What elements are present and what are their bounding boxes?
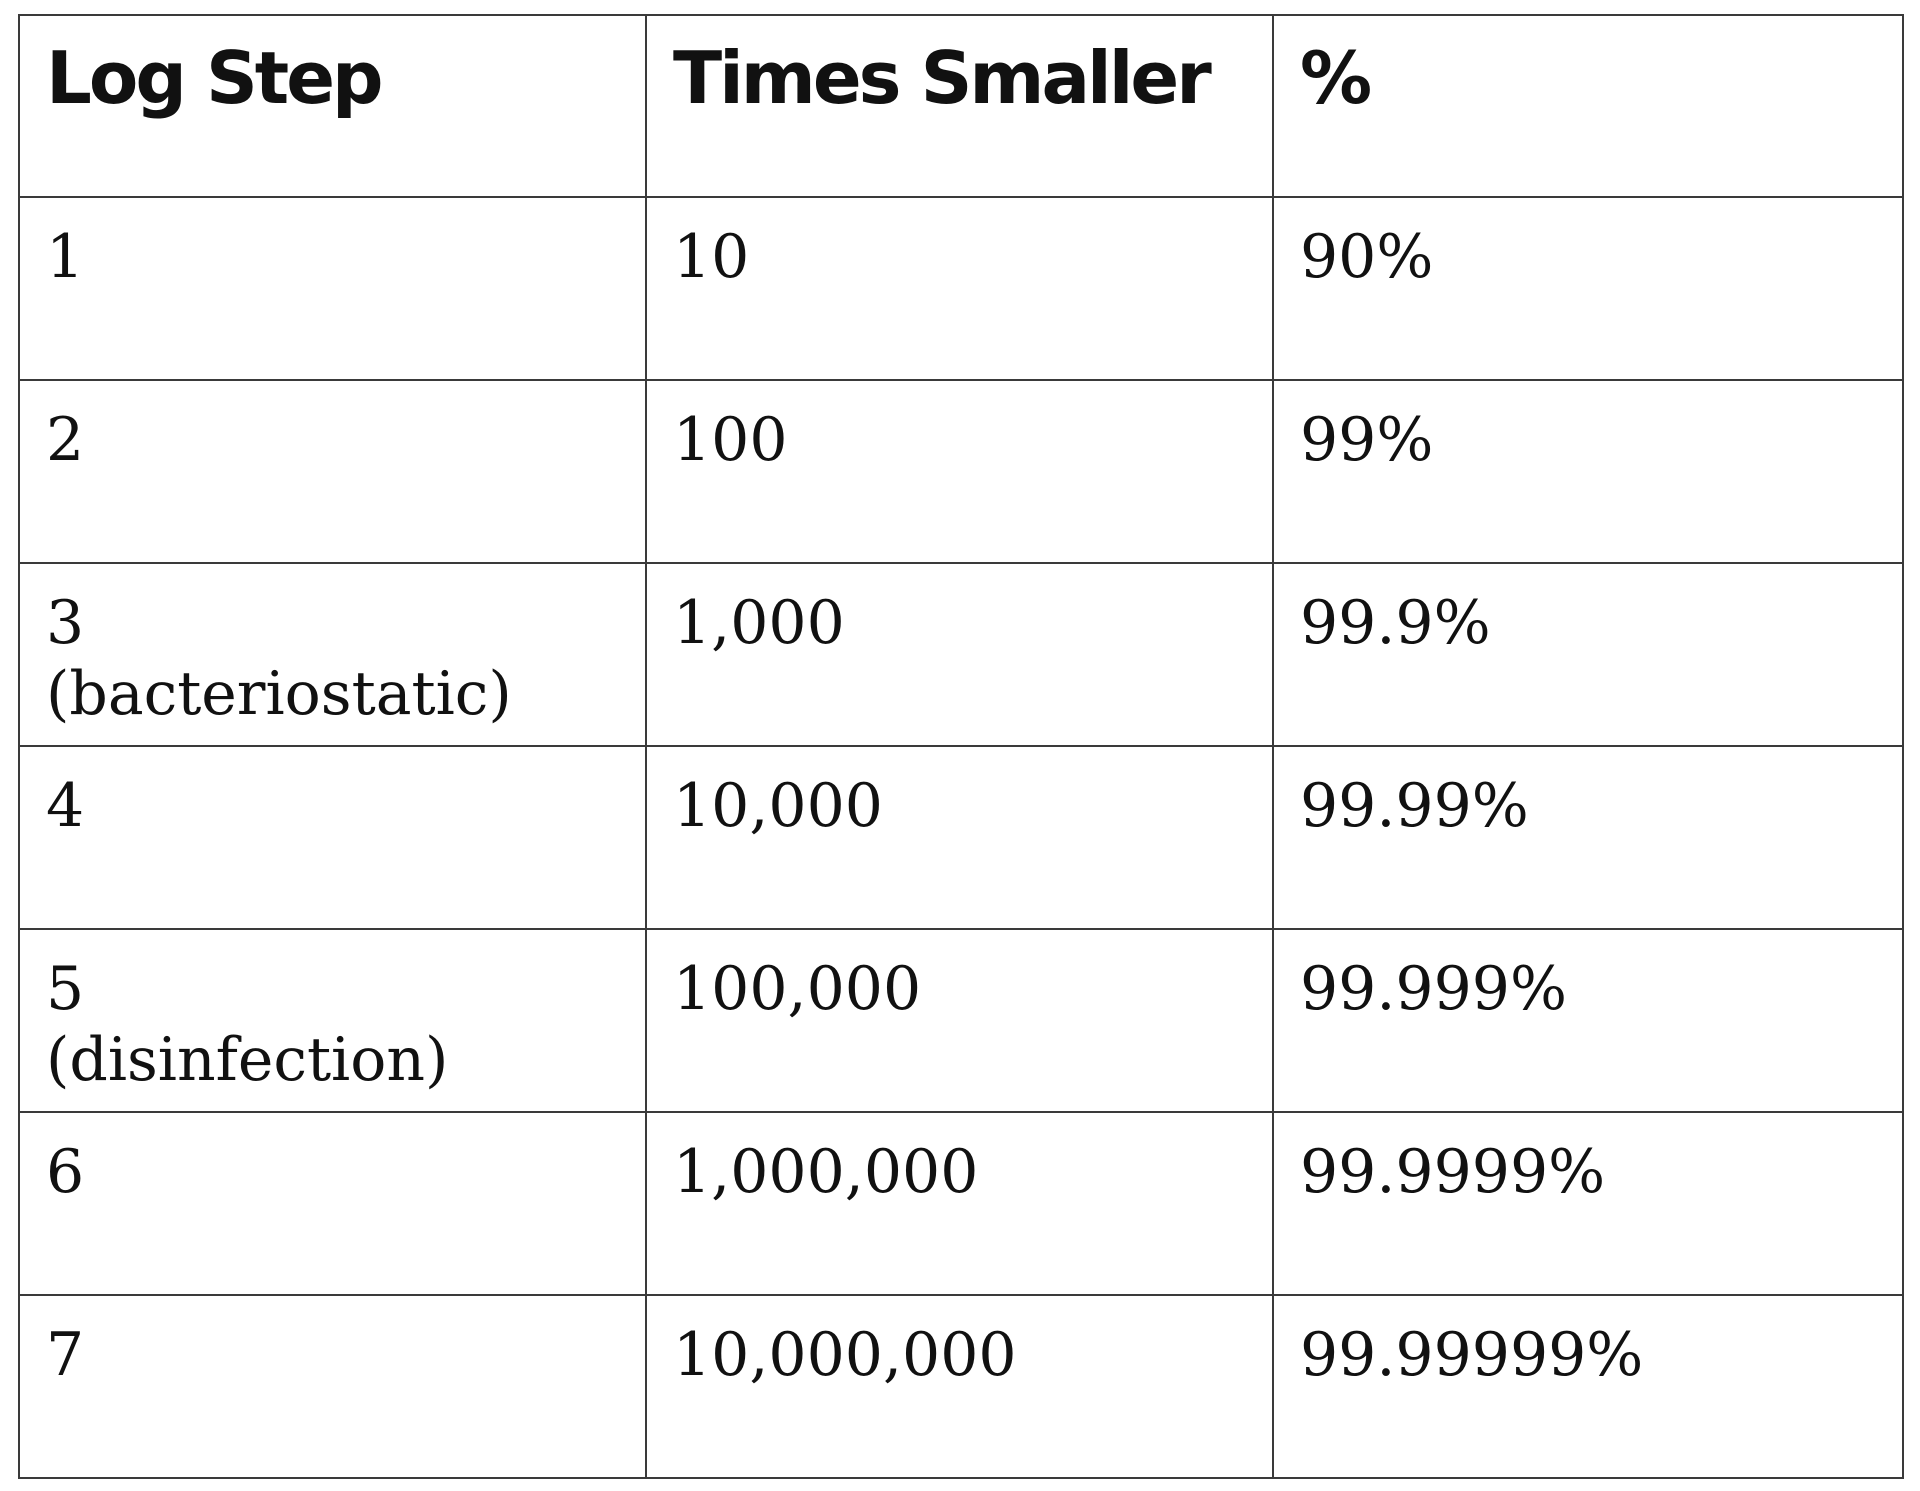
log-step-value: 5 [46, 954, 85, 1024]
times-smaller-cell: 100,000 [645, 928, 1274, 1113]
times-smaller-cell: 10,000 [645, 745, 1274, 930]
log-step-cell: 5 (disinfection) [18, 928, 647, 1113]
header-times-smaller: Times Smaller [645, 14, 1274, 198]
table-row: 6 1,000,000 99.9999% [18, 1111, 1904, 1296]
log-step-value: 3 [46, 588, 85, 658]
log-step-cell: 7 [18, 1294, 647, 1479]
log-step-cell: 3 (bacteriostatic) [18, 562, 647, 747]
percent-cell: 99.9999% [1272, 1111, 1904, 1296]
log-step-value: 7 [46, 1320, 85, 1390]
table-row: 2 100 99% [18, 379, 1904, 564]
percent-cell: 99.999% [1272, 928, 1904, 1113]
log-step-cell: 6 [18, 1111, 647, 1296]
log-step-value: 1 [46, 222, 85, 292]
header-log-step: Log Step [18, 14, 647, 198]
log-step-note: (bacteriostatic) [46, 658, 512, 729]
table-row: 4 10,000 99.99% [18, 745, 1904, 930]
percent-cell: 99% [1272, 379, 1904, 564]
log-step-cell: 1 [18, 196, 647, 381]
times-smaller-cell: 100 [645, 379, 1274, 564]
log-step-note: (disinfection) [46, 1024, 449, 1095]
log-step-cell: 4 [18, 745, 647, 930]
percent-cell: 90% [1272, 196, 1904, 381]
times-smaller-cell: 10 [645, 196, 1274, 381]
table-row: 5 (disinfection) 100,000 99.999% [18, 928, 1904, 1113]
header-percent: % [1272, 14, 1904, 198]
table-row: 1 10 90% [18, 196, 1904, 381]
times-smaller-cell: 1,000 [645, 562, 1274, 747]
log-step-cell: 2 [18, 379, 647, 564]
times-smaller-cell: 1,000,000 [645, 1111, 1274, 1296]
times-smaller-cell: 10,000,000 [645, 1294, 1274, 1479]
log-step-value: 4 [46, 771, 85, 841]
log-step-value: 2 [46, 405, 85, 475]
percent-cell: 99.9% [1272, 562, 1904, 747]
table-row: 7 10,000,000 99.99999% [18, 1294, 1904, 1479]
log-reduction-table: Log Step Times Smaller % 1 10 90% 2 100 … [18, 14, 1904, 1479]
table-row: 3 (bacteriostatic) 1,000 99.9% [18, 562, 1904, 747]
table-header-row: Log Step Times Smaller % [18, 14, 1904, 198]
percent-cell: 99.99999% [1272, 1294, 1904, 1479]
log-step-value: 6 [46, 1137, 85, 1207]
percent-cell: 99.99% [1272, 745, 1904, 930]
